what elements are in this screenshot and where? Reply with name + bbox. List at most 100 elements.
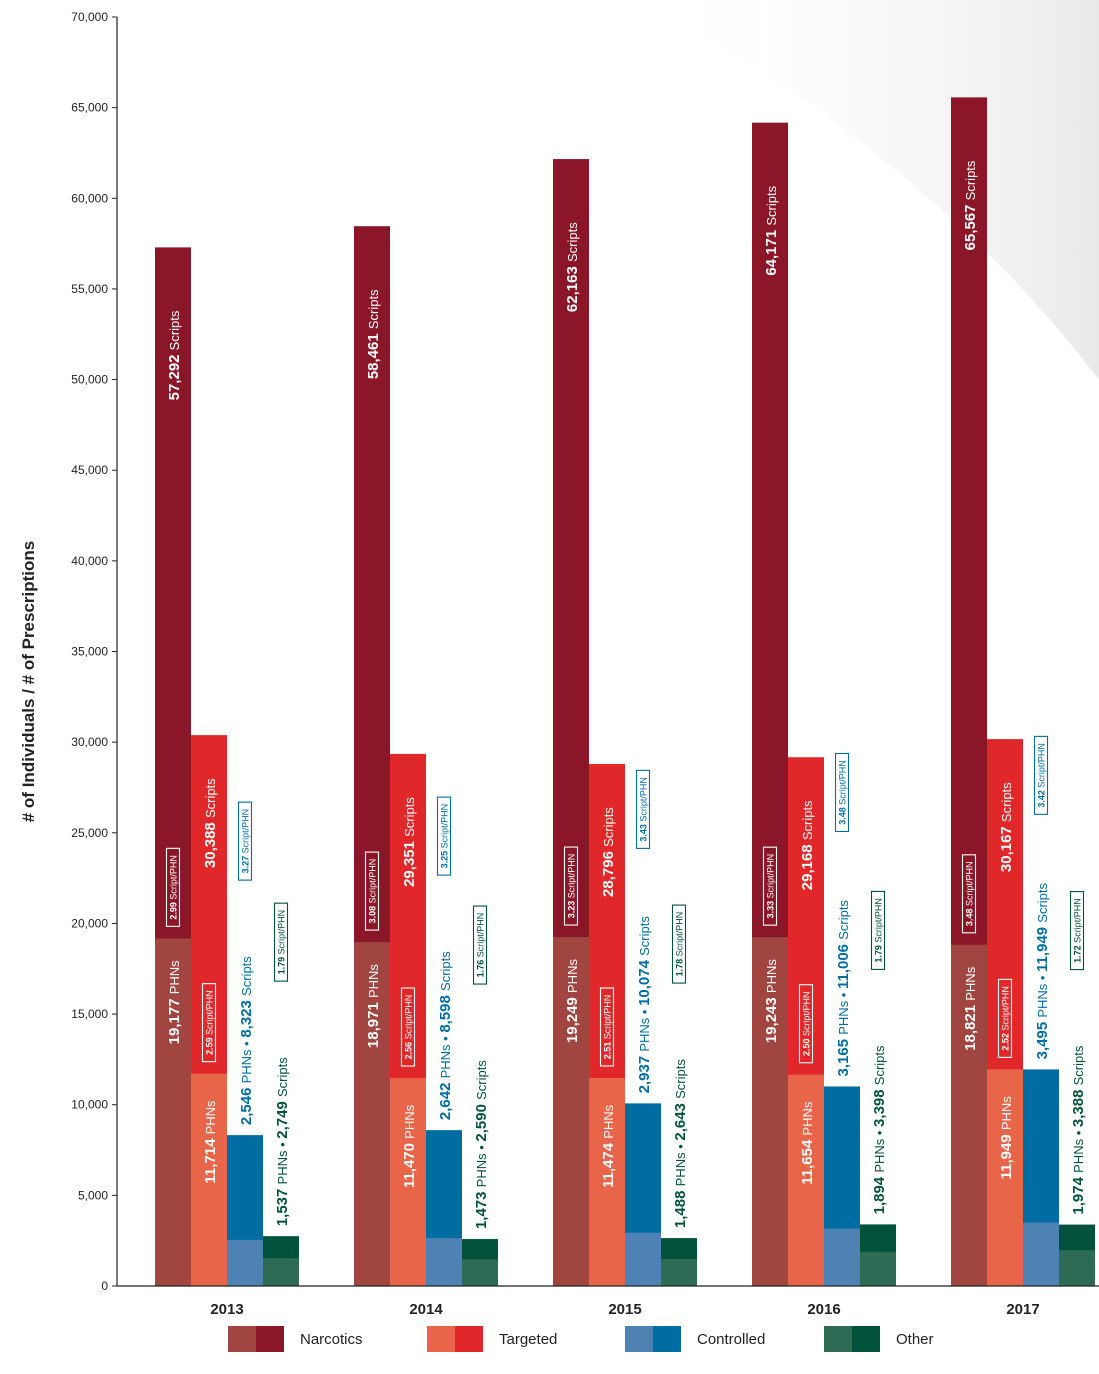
ratio-text: 2.56 Script/PHN xyxy=(404,995,414,1060)
ratio-box xyxy=(472,905,488,985)
bar-controlled-phns xyxy=(625,1232,661,1286)
ratio-box xyxy=(237,801,253,881)
x-axis: 2013 2014 2015 2016 2017 xyxy=(117,1285,1099,1318)
label-other-combined: 1,974 PHNs • 3,388 Scripts xyxy=(1070,1045,1087,1214)
legend-item-controlled: Controlled xyxy=(625,1326,765,1352)
bar-other-phns xyxy=(661,1259,697,1286)
bar-controlled-phns xyxy=(1023,1222,1059,1286)
y-tick-label: 65,000 xyxy=(71,101,108,115)
label-narcotics-phns: 19,243 PHNs xyxy=(763,959,780,1043)
y-tick-label: 30,000 xyxy=(71,735,108,749)
bar-targeted-phns xyxy=(987,1069,1023,1286)
label-other-combined: 1,488 PHNs • 2,643 Scripts xyxy=(672,1059,689,1228)
bar-narcotics-phns xyxy=(752,937,788,1286)
y-tick-label: 0 xyxy=(101,1279,108,1293)
ratio-box xyxy=(870,890,886,970)
ratio-box xyxy=(798,984,814,1064)
legend-label: Controlled xyxy=(697,1331,765,1348)
legend-item-other: Other xyxy=(824,1326,934,1352)
bar-narcotics-phns xyxy=(951,944,987,1286)
ratio-controlled: 3.42 Script/PHN xyxy=(1033,735,1049,815)
bar-narcotics-phns xyxy=(553,937,589,1286)
ratio-text: 2.50 Script/PHN xyxy=(802,991,812,1056)
ratio-targeted: 2.51 Script/PHN xyxy=(599,987,615,1067)
label-narcotics-scripts: 64,171 Scripts xyxy=(763,185,780,275)
ratio-box xyxy=(1033,735,1049,815)
ratio-narcotics: 3.08 Script/PHN xyxy=(364,851,380,931)
bar-narcotics-phns xyxy=(354,942,390,1286)
y-tick-label: 70,000 xyxy=(71,10,108,24)
ratio-other: 1.79 Script/PHN xyxy=(273,902,289,982)
bar-targeted-phns xyxy=(191,1073,227,1286)
y-tick-label: 10,000 xyxy=(71,1098,108,1112)
legend-swatch-phns xyxy=(228,1326,256,1352)
label-targeted-scripts: 30,388 Scripts xyxy=(202,778,219,868)
ratio-text: 1.76 Script/PHN xyxy=(476,913,486,978)
ratio-targeted: 2.52 Script/PHN xyxy=(997,978,1013,1058)
y-tick-label: 15,000 xyxy=(71,1007,108,1021)
ratio-box xyxy=(1069,891,1085,971)
ratio-text: 1.78 Script/PHN xyxy=(675,912,685,977)
label-narcotics-phns: 19,249 PHNs xyxy=(564,959,581,1043)
legend-label: Targeted xyxy=(499,1331,557,1348)
y-tick-label: 35,000 xyxy=(71,645,108,659)
label-targeted-phns: 11,654 PHNs xyxy=(799,1101,816,1185)
y-tick-label: 25,000 xyxy=(71,826,108,840)
ratio-controlled: 3.43 Script/PHN xyxy=(635,769,651,849)
ratio-text: 1.72 Script/PHN xyxy=(1073,898,1083,963)
ratio-narcotics: 3.33 Script/PHN xyxy=(762,846,778,926)
bar-controlled-phns xyxy=(227,1239,263,1286)
label-narcotics-scripts: 58,461 Scripts xyxy=(365,289,382,379)
bar-other-phns xyxy=(263,1258,299,1286)
bar-targeted-phns xyxy=(589,1077,625,1286)
ratio-controlled: 3.27 Script/PHN xyxy=(237,801,253,881)
ratio-box xyxy=(961,854,977,934)
y-tick-label: 55,000 xyxy=(71,282,108,296)
label-narcotics-phns: 18,821 PHNs xyxy=(962,966,979,1050)
y-tick-label: 20,000 xyxy=(71,916,108,930)
x-tick-label: 2016 xyxy=(807,1301,840,1318)
ratio-text: 2.52 Script/PHN xyxy=(1001,986,1011,1051)
ratio-box xyxy=(563,846,579,926)
bar-controlled-phns xyxy=(426,1238,462,1286)
x-tick-label: 2014 xyxy=(409,1301,443,1318)
ratio-narcotics: 3.23 Script/PHN xyxy=(563,846,579,926)
label-targeted-scripts: 29,168 Scripts xyxy=(799,800,816,890)
label-controlled-combined: 3,495 PHNs • 11,949 Scripts xyxy=(1034,882,1051,1059)
label-controlled-combined: 2,546 PHNs • 8,323 Scripts xyxy=(238,956,255,1125)
label-targeted-phns: 11,714 PHNs xyxy=(202,1100,219,1184)
y-tick-label: 45,000 xyxy=(71,463,108,477)
y-axis: 0 5,000 10,000 15,000 20,000 25,000 30,000 35,0… xyxy=(19,10,118,1293)
ratio-text: 1.79 Script/PHN xyxy=(277,910,287,975)
label-other-combined: 1,894 PHNs • 3,398 Scripts xyxy=(871,1045,888,1214)
label-targeted-phns: 11,470 PHNs xyxy=(401,1104,418,1188)
ratio-box xyxy=(400,987,416,1067)
ratio-box xyxy=(201,983,217,1063)
legend-swatch-phns xyxy=(625,1326,653,1352)
ratio-controlled: 3.25 Script/PHN xyxy=(436,796,452,876)
legend-item-narcotics: Narcotics xyxy=(228,1326,363,1352)
y-axis-title: # of Individuals / # of Prescriptions xyxy=(19,541,38,823)
bars xyxy=(155,97,1095,1287)
bar-narcotics-phns xyxy=(155,938,191,1286)
ratio-other: 1.72 Script/PHN xyxy=(1069,891,1085,971)
legend-label: Narcotics xyxy=(300,1331,363,1348)
ratio-box xyxy=(364,851,380,931)
x-tick-label: 2015 xyxy=(608,1301,641,1318)
ratio-text: 2.99 Script/PHN xyxy=(169,855,179,920)
ratio-targeted: 2.59 Script/PHN xyxy=(201,983,217,1063)
legend-swatch-scripts xyxy=(455,1326,483,1352)
ratio-other: 1.76 Script/PHN xyxy=(472,905,488,985)
legend-swatch-phns xyxy=(427,1326,455,1352)
ratio-box xyxy=(599,987,615,1067)
legend-swatch-phns xyxy=(824,1326,852,1352)
ratio-text: 3.33 Script/PHN xyxy=(766,854,776,919)
bar-labels: 19,177 PHNs 57,292 Scripts 2.99 Script/PHN… xyxy=(165,160,1087,1229)
label-controlled-combined: 3,165 PHNs • 11,006 Scripts xyxy=(835,900,852,1077)
legend-label: Other xyxy=(896,1331,934,1348)
bar-targeted-phns xyxy=(788,1074,824,1286)
ratio-text: 1.79 Script/PHN xyxy=(874,898,884,963)
y-tick-label: 50,000 xyxy=(71,373,108,387)
legend: Narcotics Targeted Controlled Other xyxy=(228,1326,934,1352)
label-targeted-phns: 11,474 PHNs xyxy=(600,1104,617,1188)
